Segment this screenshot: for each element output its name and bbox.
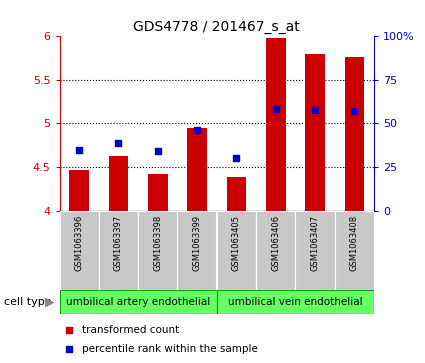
- Point: [351, 108, 358, 114]
- Point: [76, 147, 82, 152]
- Bar: [69, 170, 89, 211]
- Bar: [217, 211, 256, 290]
- Bar: [138, 211, 178, 290]
- Bar: [187, 128, 207, 211]
- Bar: [335, 211, 374, 290]
- Bar: [60, 211, 99, 290]
- Point: [65, 327, 72, 333]
- Text: GSM1063408: GSM1063408: [350, 215, 359, 271]
- Text: cell type: cell type: [4, 297, 52, 307]
- FancyBboxPatch shape: [60, 290, 217, 314]
- Text: GSM1063397: GSM1063397: [114, 215, 123, 271]
- Bar: [109, 156, 128, 211]
- Text: GSM1063407: GSM1063407: [311, 215, 320, 271]
- Text: GSM1063399: GSM1063399: [193, 215, 201, 271]
- Bar: [295, 211, 335, 290]
- Text: umbilical artery endothelial: umbilical artery endothelial: [66, 297, 210, 307]
- Text: GSM1063406: GSM1063406: [271, 215, 280, 271]
- Point: [154, 148, 161, 154]
- Point: [312, 107, 318, 113]
- Bar: [305, 54, 325, 211]
- Point: [115, 140, 122, 146]
- Text: GSM1063405: GSM1063405: [232, 215, 241, 270]
- Point: [194, 127, 201, 132]
- Text: GSM1063396: GSM1063396: [75, 215, 84, 271]
- Bar: [256, 211, 295, 290]
- Point: [233, 155, 240, 161]
- Text: percentile rank within the sample: percentile rank within the sample: [82, 344, 258, 354]
- Text: umbilical vein endothelial: umbilical vein endothelial: [228, 297, 363, 307]
- Text: ▶: ▶: [45, 296, 54, 309]
- Bar: [99, 211, 138, 290]
- Bar: [148, 174, 167, 211]
- Text: GSM1063398: GSM1063398: [153, 215, 162, 271]
- Bar: [178, 211, 217, 290]
- Bar: [227, 178, 246, 211]
- Bar: [266, 38, 286, 211]
- Bar: [345, 57, 364, 211]
- Point: [65, 346, 72, 352]
- Point: [272, 106, 279, 111]
- Title: GDS4778 / 201467_s_at: GDS4778 / 201467_s_at: [133, 20, 300, 34]
- FancyBboxPatch shape: [217, 290, 374, 314]
- Text: transformed count: transformed count: [82, 325, 179, 335]
